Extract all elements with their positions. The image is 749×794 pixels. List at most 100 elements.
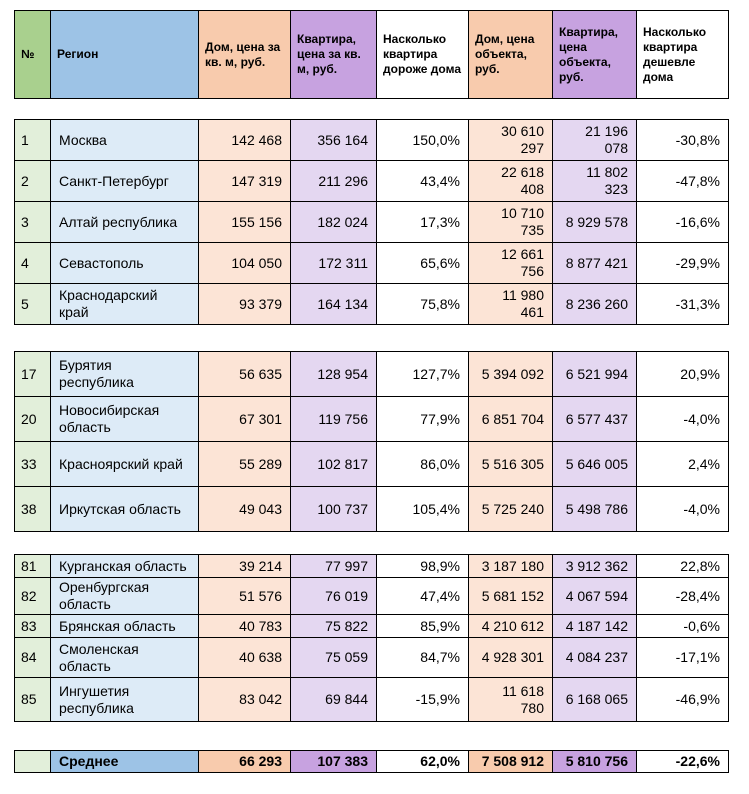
cell-region: Новосибирская область: [50, 396, 199, 442]
cell-house_object_price: 5 725 240: [468, 486, 553, 532]
cell-house_object_price: 10 710 735: [468, 201, 553, 243]
cell-house_object_price: 12 661 756: [468, 242, 553, 284]
cell-num: 83: [14, 614, 51, 638]
table-header: № Регион Дом, цена за кв. м, руб. Квартира,…: [14, 10, 729, 99]
cell-apt_cheaper_pct: -30,8%: [636, 119, 729, 161]
cell-apt_pricier_pct: 75,8%: [376, 283, 469, 325]
header-apt_price_sqm: Квартира, цена за кв. м, руб.: [290, 10, 377, 99]
table-row: 17 Бурятия республика 56 635 128 954 127,7% 5…: [14, 351, 729, 397]
cell-house_object_price: 11 980 461: [468, 283, 553, 325]
cell-region: Севастополь: [50, 242, 199, 284]
cell-num: 5: [14, 283, 51, 325]
header-apt_object_price: Квартира, цена объекта, руб.: [552, 10, 637, 99]
cell-region: Брянская область: [50, 614, 199, 638]
table-row: 84 Смоленская область 40 638 75 059 84,7% 4 9…: [14, 637, 729, 678]
cell-house_price_sqm: 147 319: [198, 160, 291, 202]
cell-apt_cheaper_pct: -17,1%: [636, 637, 729, 678]
cell-apt_pricier_pct: 86,0%: [376, 441, 469, 487]
cell-apt_price_sqm: 164 134: [290, 283, 377, 325]
cell-apt_pricier_pct: 150,0%: [376, 119, 469, 161]
cell-house_price_sqm: 83 042: [198, 677, 291, 722]
cell-apt_cheaper_pct: -16,6%: [636, 201, 729, 243]
average-row: Среднее 66 293 107 383 62,0% 7 508 912 5 810 …: [14, 750, 729, 773]
cell-house_price_sqm: 55 289: [198, 441, 291, 487]
cell-house_price_sqm: 67 301: [198, 396, 291, 442]
table-section-2: 17 Бурятия республика 56 635 128 954 127,7% 5…: [14, 351, 729, 532]
header-num: №: [14, 10, 51, 99]
cell-apt_object_price: 6 521 994: [552, 351, 637, 397]
table-row: 4 Севастополь 104 050 172 311 65,6% 12 661 75…: [14, 242, 729, 284]
cell-apt_price_sqm: 356 164: [290, 119, 377, 161]
cell-apt_cheaper_pct: -0,6%: [636, 614, 729, 638]
cell-apt_pricier_pct: -15,9%: [376, 677, 469, 722]
table-row: 2 Санкт-Петербург 147 319 211 296 43,4% 22 61…: [14, 160, 729, 202]
table-section-3: 81 Курганская область 39 214 77 997 98,9% 3 1…: [14, 554, 729, 722]
cell-house_price_sqm: 49 043: [198, 486, 291, 532]
table-row: 83 Брянская область 40 783 75 822 85,9% 4 210…: [14, 614, 729, 638]
cell-apt_pricier_pct: 84,7%: [376, 637, 469, 678]
cell-num: 3: [14, 201, 51, 243]
cell-house_object_price: 3 187 180: [468, 554, 553, 578]
average-apt_pricier_pct: 62,0%: [376, 750, 469, 773]
table-row: 38 Иркутская область 49 043 100 737 105,4% 5 …: [14, 486, 729, 532]
cell-apt_object_price: 4 084 237: [552, 637, 637, 678]
table-row: 20 Новосибирская область 67 301 119 756 77,9…: [14, 396, 729, 442]
cell-house_object_price: 22 618 408: [468, 160, 553, 202]
cell-region: Санкт-Петербург: [50, 160, 199, 202]
header-house_price_sqm: Дом, цена за кв. м, руб.: [198, 10, 291, 99]
cell-house_price_sqm: 51 576: [198, 577, 291, 615]
cell-house_object_price: 5 516 305: [468, 441, 553, 487]
cell-house_object_price: 30 610 297: [468, 119, 553, 161]
cell-apt_object_price: 4 187 142: [552, 614, 637, 638]
cell-house_price_sqm: 142 468: [198, 119, 291, 161]
header-apt_cheaper_pct: Насколько квартира дешевле дома: [636, 10, 729, 99]
region-price-comparison-sheet: № Регион Дом, цена за кв. м, руб. Квартира,…: [14, 10, 749, 773]
cell-region: Оренбургская область: [50, 577, 199, 615]
cell-apt_object_price: 8 236 260: [552, 283, 637, 325]
cell-apt_price_sqm: 75 822: [290, 614, 377, 638]
header-row: № Регион Дом, цена за кв. м, руб. Квартира,…: [14, 10, 729, 99]
cell-num: 2: [14, 160, 51, 202]
tables-container: № Регион Дом, цена за кв. м, руб. Квартира,…: [14, 10, 749, 773]
cell-house_object_price: 4 210 612: [468, 614, 553, 638]
cell-apt_price_sqm: 119 756: [290, 396, 377, 442]
cell-house_object_price: 5 681 152: [468, 577, 553, 615]
cell-apt_pricier_pct: 17,3%: [376, 201, 469, 243]
cell-region: Краснодарский край: [50, 283, 199, 325]
cell-apt_object_price: 5 498 786: [552, 486, 637, 532]
average-apt_object_price: 5 810 756: [552, 750, 637, 773]
cell-apt_price_sqm: 182 024: [290, 201, 377, 243]
cell-apt_pricier_pct: 105,4%: [376, 486, 469, 532]
cell-num: 38: [14, 486, 51, 532]
cell-house_price_sqm: 40 638: [198, 637, 291, 678]
cell-num: 4: [14, 242, 51, 284]
cell-house_object_price: 4 928 301: [468, 637, 553, 678]
table-row: 33 Красноярский край 55 289 102 817 86,0% 5 5…: [14, 441, 729, 487]
cell-house_object_price: 11 618 780: [468, 677, 553, 722]
cell-apt_object_price: 21 196 078: [552, 119, 637, 161]
table-row: 82 Оренбургская область 51 576 76 019 47,4% 5…: [14, 577, 729, 615]
cell-apt_price_sqm: 100 737: [290, 486, 377, 532]
table-row: 85 Ингушетия республика 83 042 69 844 -15,9%…: [14, 677, 729, 722]
cell-house_object_price: 5 394 092: [468, 351, 553, 397]
cell-region: Ингушетия республика: [50, 677, 199, 722]
cell-apt_cheaper_pct: 2,4%: [636, 441, 729, 487]
cell-apt_cheaper_pct: 20,9%: [636, 351, 729, 397]
cell-apt_pricier_pct: 85,9%: [376, 614, 469, 638]
cell-apt_cheaper_pct: 22,8%: [636, 554, 729, 578]
cell-apt_object_price: 8 929 578: [552, 201, 637, 243]
cell-apt_object_price: 5 646 005: [552, 441, 637, 487]
cell-apt_pricier_pct: 127,7%: [376, 351, 469, 397]
cell-house_price_sqm: 39 214: [198, 554, 291, 578]
average-house_object_price: 7 508 912: [468, 750, 553, 773]
cell-region: Москва: [50, 119, 199, 161]
cell-apt_pricier_pct: 77,9%: [376, 396, 469, 442]
cell-apt_pricier_pct: 98,9%: [376, 554, 469, 578]
cell-num: 85: [14, 677, 51, 722]
cell-house_price_sqm: 104 050: [198, 242, 291, 284]
table-row: 3 Алтай республика 155 156 182 024 17,3% 10 7…: [14, 201, 729, 243]
cell-region: Курганская область: [50, 554, 199, 578]
cell-region: Бурятия республика: [50, 351, 199, 397]
cell-house_price_sqm: 155 156: [198, 201, 291, 243]
cell-apt_price_sqm: 77 997: [290, 554, 377, 578]
